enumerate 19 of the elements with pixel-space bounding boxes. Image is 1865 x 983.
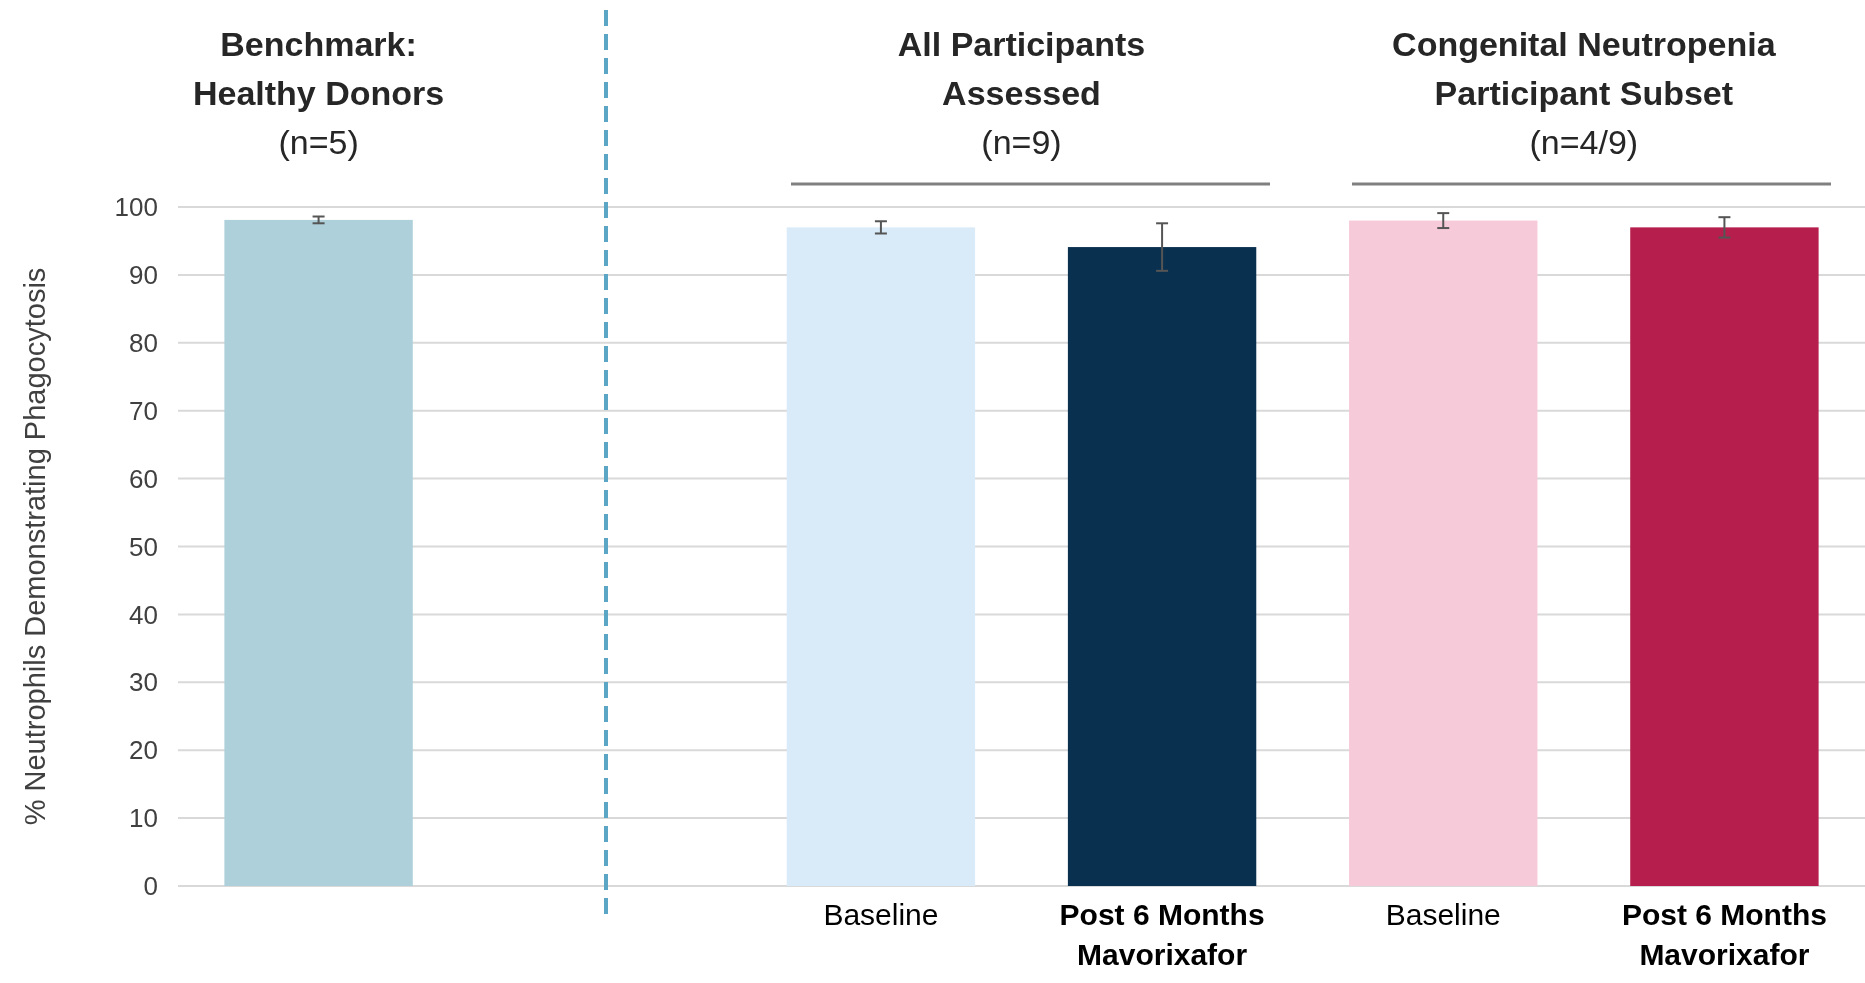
x-tick-label: Post 6 Months Mavorixafor	[1059, 898, 1265, 971]
text: Congenital Neutropenia Participant Subset (n=4/9)	[1392, 25, 1777, 161]
text: All Participants Assessed (n=9)	[897, 25, 1146, 161]
y-tick-label: 30	[129, 667, 158, 698]
y-tick-label: 0	[143, 871, 158, 902]
x-tick-label: Baseline	[823, 898, 939, 931]
y-tick-label: 10	[129, 803, 158, 834]
y-tick-label: 50	[129, 531, 158, 562]
x-tick-label: Post 6 Months Mavorixafor	[1621, 898, 1827, 971]
y-tick-label: 100	[114, 192, 158, 223]
y-axis-title: % Neutrophils Demonstrating Phagocytosis	[19, 267, 51, 826]
y-tick-label: 60	[129, 463, 158, 494]
text: Benchmark: Healthy Donors (n=5)	[192, 25, 445, 161]
y-tick-label: 70	[129, 395, 158, 426]
y-tick-label: 20	[129, 735, 158, 766]
y-tick-label: 80	[129, 327, 158, 358]
x-tick-label: Baseline	[1385, 898, 1501, 931]
y-tick-label: 40	[129, 599, 158, 630]
y-tick-label: 90	[129, 260, 158, 290]
